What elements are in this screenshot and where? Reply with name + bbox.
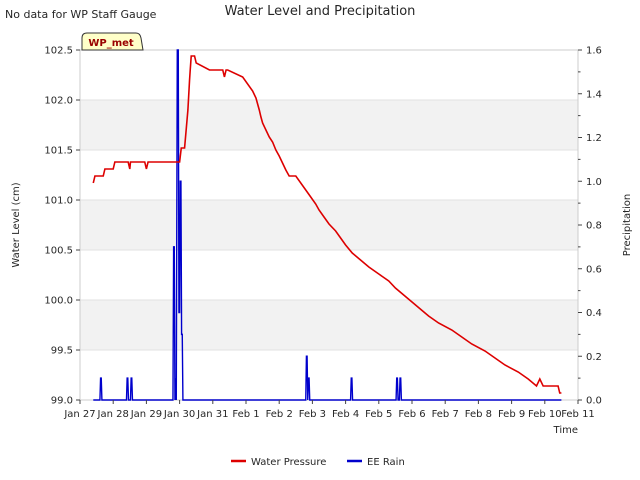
x-axis-label: Time (553, 425, 578, 436)
x-tick-label: Feb 11 (561, 409, 595, 420)
y-left-tick-label: 102.0 (44, 96, 73, 107)
y-axis-right-label: Precipitation (622, 194, 633, 257)
ee-rain-line (93, 49, 562, 401)
x-tick-label: Feb 9 (498, 409, 525, 420)
wp-met-badge-label: WP_met (88, 38, 134, 49)
y-right-tick-label: 0.8 (586, 221, 602, 232)
x-tick-label: Feb 10 (528, 409, 562, 420)
grid-band (80, 100, 578, 150)
grid-band (80, 300, 578, 350)
y-right-tick-label: 1.2 (586, 133, 602, 144)
y-right-tick-label: 0.2 (586, 352, 602, 363)
y-right-tick-label: 0.0 (586, 396, 602, 407)
chart-title: Water Level and Precipitation (225, 4, 416, 19)
x-tick-label: Feb 8 (465, 409, 492, 420)
x-tick-label: Feb 4 (332, 409, 359, 420)
rain-series-layer (93, 49, 562, 401)
y-axis-right: 0.0 0.2 0.4 0.6 0.8 1.0 1.2 1.4 1.6 (578, 46, 602, 407)
wp-met-badge-shape (81, 32, 144, 51)
legend: Water Pressure EE Rain (231, 457, 405, 468)
x-tick-label: Jan 27 (63, 409, 95, 420)
x-tick-label: Jan 30 (163, 409, 195, 420)
y-left-tick-label: 102.5 (44, 46, 73, 57)
y-right-tick-label: 0.6 (586, 264, 602, 275)
y-right-tick-label: 1.4 (586, 89, 602, 100)
wp-met-badge: WP_met (81, 32, 144, 51)
x-tick-label: Jan 31 (196, 409, 228, 420)
x-tick-label: Feb 5 (365, 409, 392, 420)
y-left-tick-label: 99.5 (51, 346, 73, 357)
water-pressure-line (92, 55, 562, 394)
y-axis-left: 99.0 99.5 100.0 100.5 101.0 101.5 102.0 102.5 (44, 46, 80, 407)
no-data-note: No data for WP Staff Gauge (5, 8, 157, 21)
x-tick-label: Feb 7 (432, 409, 459, 420)
x-tick-label: Jan 28 (97, 409, 129, 420)
y-left-tick-label: 100.0 (44, 296, 73, 307)
y-axis-left-label: Water Level (cm) (11, 182, 22, 267)
x-tick-label: Feb 1 (232, 409, 259, 420)
legend-label-water-pressure: Water Pressure (251, 457, 326, 468)
y-left-tick-label: 101.5 (44, 146, 73, 157)
y-left-tick-label: 100.5 (44, 246, 73, 257)
x-tick-label: Feb 2 (266, 409, 293, 420)
y-right-tick-label: 0.4 (586, 308, 602, 319)
x-tick-label: Jan 29 (130, 409, 162, 420)
plot-area (79, 49, 579, 401)
x-axis: Jan 27 Jan 28 Jan 29 Jan 30 Jan 31 Feb 1 Feb 2… (63, 400, 595, 420)
y-right-tick-label: 1.0 (586, 177, 602, 188)
y-left-tick-label: 99.0 (51, 396, 73, 407)
legend-label-ee-rain: EE Rain (367, 457, 405, 468)
water-pressure-series-layer (92, 55, 562, 394)
y-left-tick-label: 101.0 (44, 196, 73, 207)
x-tick-label: Feb 3 (299, 409, 326, 420)
x-tick-label: Feb 6 (398, 409, 425, 420)
y-right-tick-label: 1.6 (586, 46, 602, 57)
